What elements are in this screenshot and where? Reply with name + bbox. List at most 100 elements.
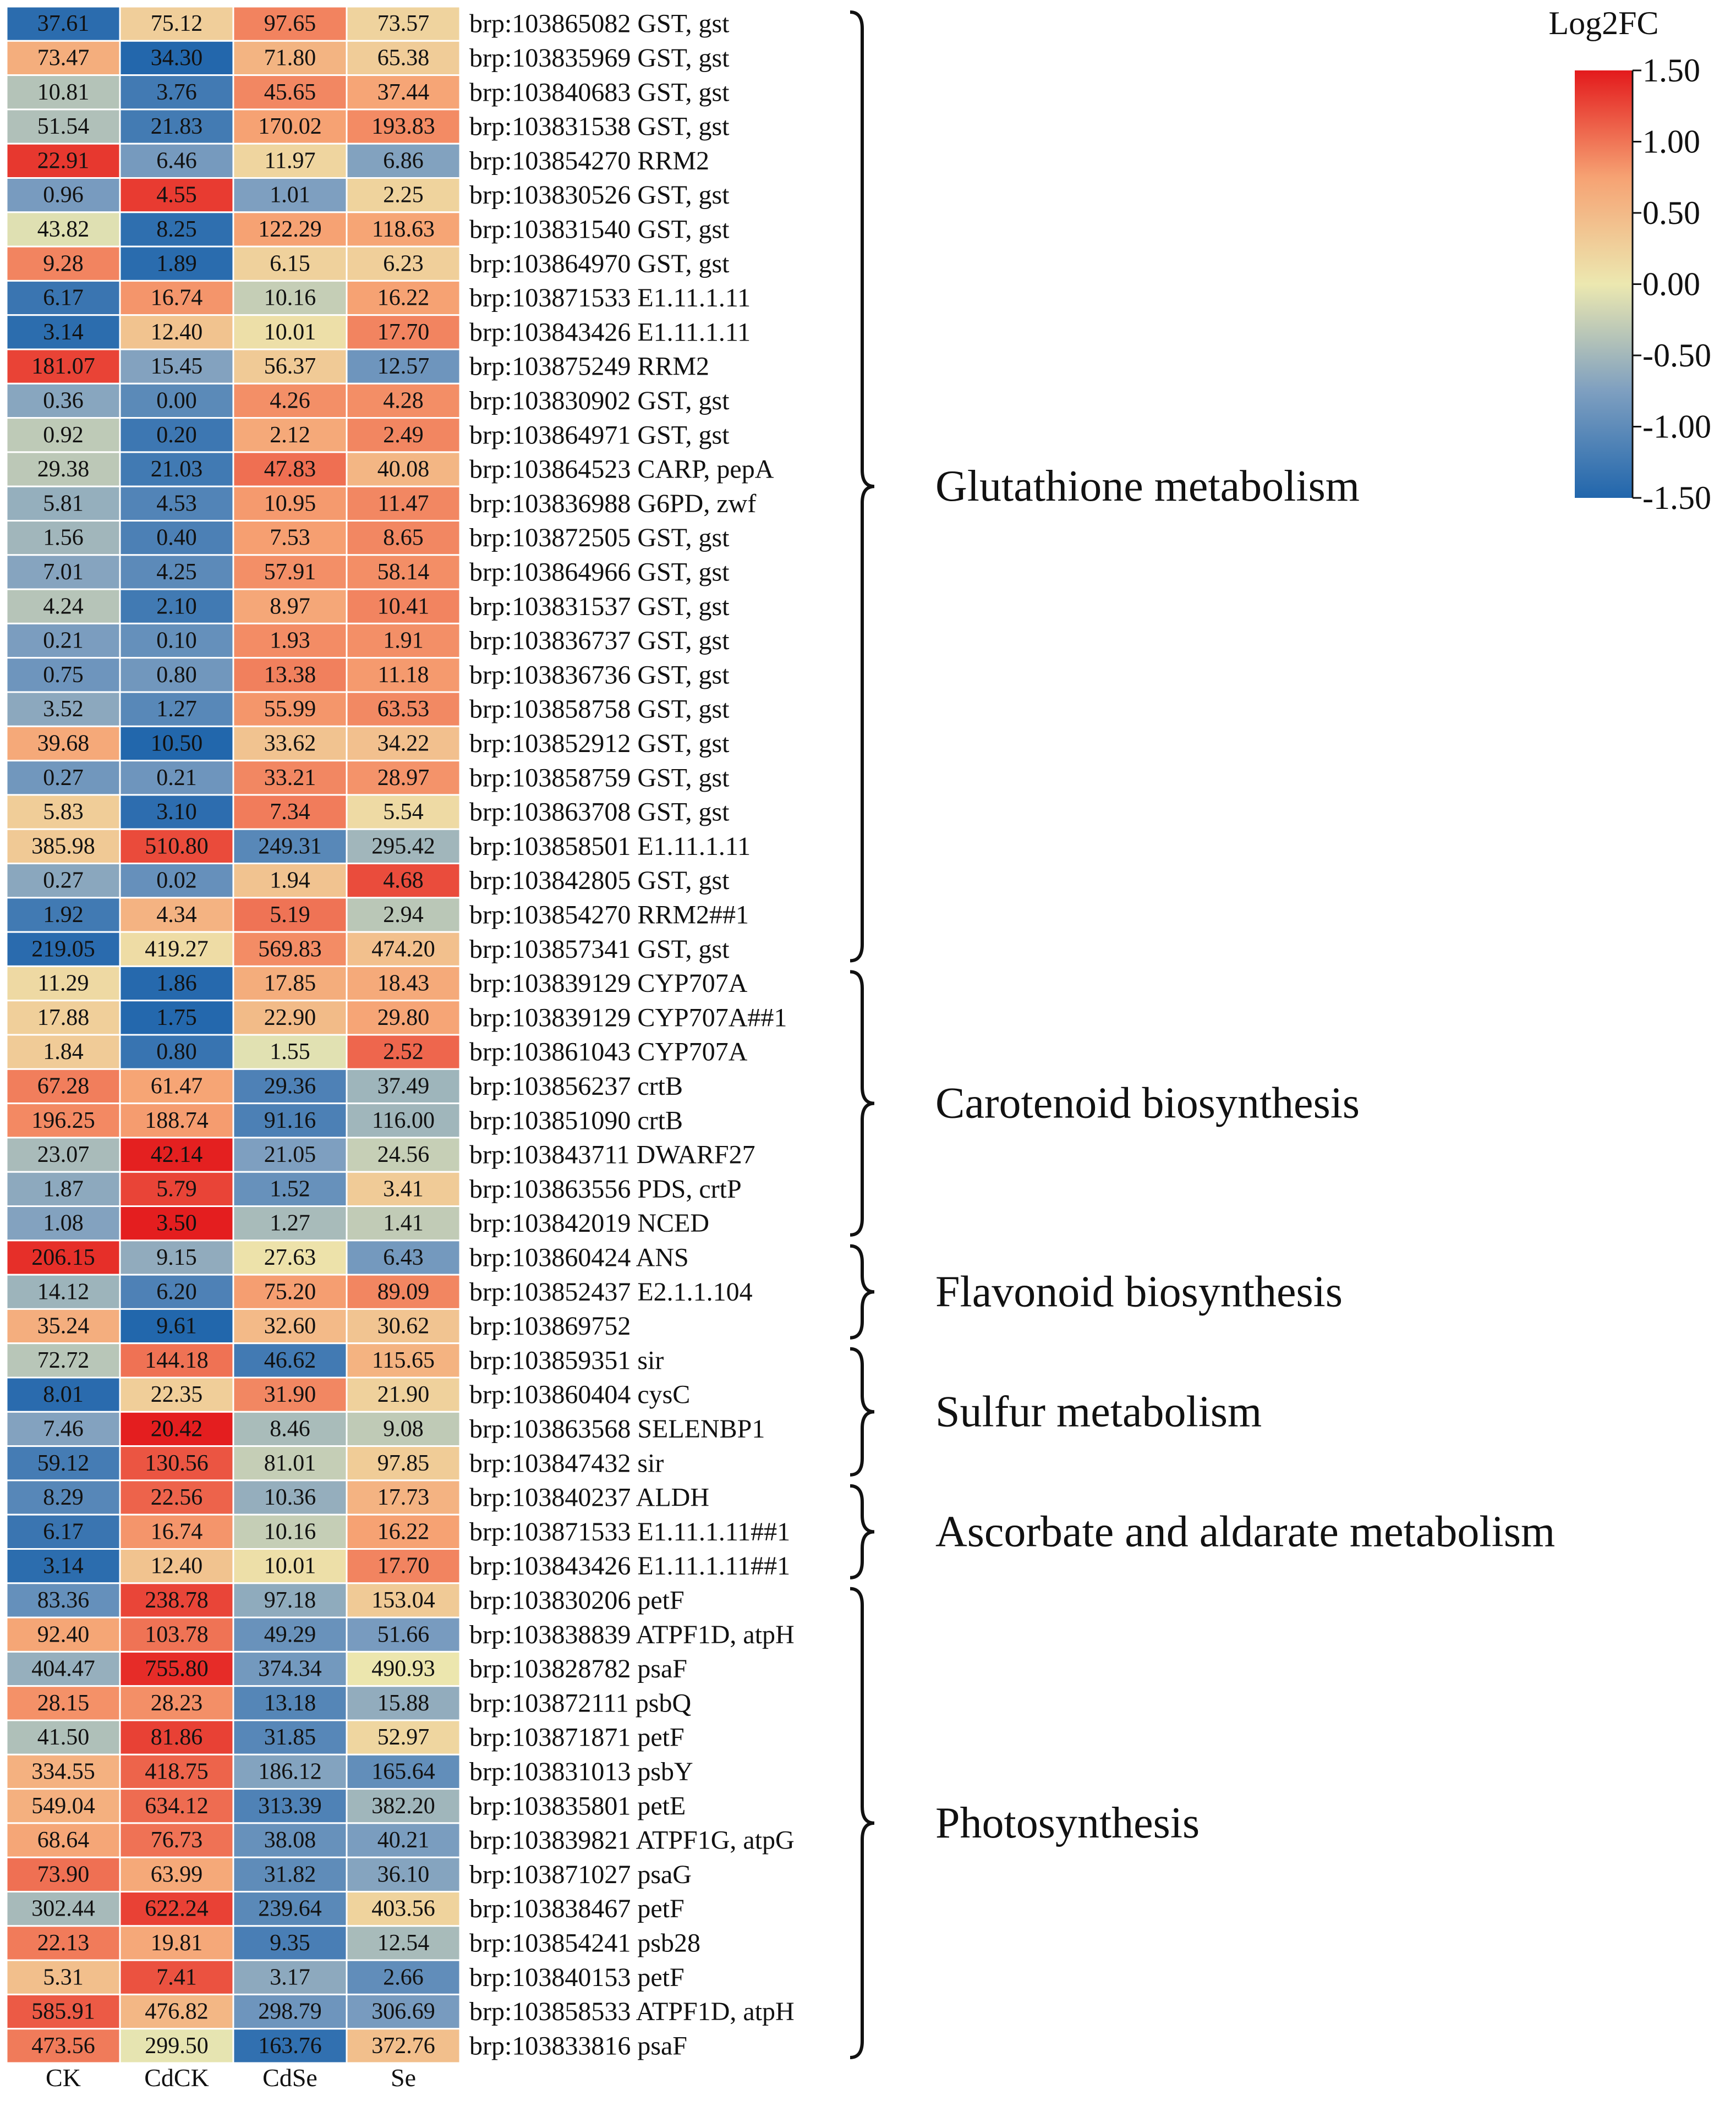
cell-value: 6.86 <box>383 148 424 173</box>
heatmap-cell <box>346 725 461 762</box>
cell-value: 302.44 <box>31 1896 95 1922</box>
cell-value: 31.90 <box>264 1382 316 1407</box>
heatmap-cell <box>346 1513 461 1550</box>
heatmap-cell <box>119 1068 234 1105</box>
cell-value: 403.56 <box>371 1896 435 1922</box>
group-brace <box>850 1484 875 1579</box>
cell-value: 0.02 <box>156 868 197 893</box>
cell-value: 10.41 <box>377 594 430 619</box>
cell-value: 1.86 <box>156 971 197 996</box>
cell-value: 299.50 <box>145 2033 209 2059</box>
cell-value: 298.79 <box>258 1999 322 2025</box>
row-label: brp:103854270 RRM2 <box>469 146 709 175</box>
row-label: brp:103871027 psaG <box>469 1860 692 1889</box>
cell-value: 313.39 <box>258 1793 322 1819</box>
row-label: brp:103875249 RRM2 <box>469 352 709 381</box>
row-label: brp:103836737 GST, gst <box>469 626 730 655</box>
heatmap-cell <box>6 897 121 933</box>
row-label: brp:103828782 psaF <box>469 1654 687 1683</box>
cell-value: 11.97 <box>265 148 316 173</box>
column-label: CdSe <box>262 2064 317 2092</box>
cell-value: 382.20 <box>371 1793 435 1819</box>
cell-value: 5.83 <box>43 799 84 825</box>
cell-value: 585.91 <box>31 1999 95 2025</box>
cell-value: 57.91 <box>264 559 316 585</box>
row-label: brp:103854241 psb28 <box>469 1928 700 1957</box>
row-label: brp:103842805 GST, gst <box>469 866 730 895</box>
row-label: brp:103864523 CARP, pepA <box>469 455 774 484</box>
cell-value: 15.88 <box>377 1691 430 1716</box>
cell-value: 153.04 <box>371 1588 435 1613</box>
colorbar-tick-label: 1.00 <box>1642 124 1700 160</box>
heatmap-cell <box>346 2028 461 2064</box>
cell-value: 196.25 <box>31 1108 95 1133</box>
pathway-label: Ascorbate and aldarate metabolism <box>935 1507 1555 1556</box>
row-label: brp:103847432 sir <box>469 1449 664 1478</box>
column-labels: CK CdCK CdSe Se <box>46 2064 416 2092</box>
cell-value: 295.42 <box>371 833 435 859</box>
cell-value: 130.56 <box>145 1451 209 1476</box>
row-label: brp:103833816 psaF <box>469 2031 687 2060</box>
cell-value: 7.01 <box>43 559 84 585</box>
heatmap-cell <box>232 1034 348 1070</box>
row-label: brp:103851090 crtB <box>469 1106 683 1135</box>
cell-value: 63.53 <box>377 696 430 722</box>
heatmap-cell <box>232 725 348 762</box>
cell-value: 334.55 <box>31 1759 95 1784</box>
cell-value: 24.56 <box>377 1142 430 1167</box>
heatmap-cell <box>119 1959 234 1995</box>
cell-value: 404.47 <box>31 1656 95 1682</box>
cell-value: 2.10 <box>156 594 197 619</box>
heatmap-cell <box>6 1856 121 1892</box>
heatmap-cell <box>119 1719 234 1756</box>
row-label: brp:103830902 GST, gst <box>469 386 730 415</box>
cell-value: 0.96 <box>43 183 84 208</box>
cell-value: 76.73 <box>151 1828 203 1853</box>
cell-value: 1.56 <box>43 525 84 551</box>
cell-value: 63.99 <box>151 1862 203 1887</box>
cell-value: 12.57 <box>377 354 430 379</box>
row-label: brp:103854270 RRM2##1 <box>469 900 749 929</box>
heatmap-cell <box>6 6 121 42</box>
row-label: brp:103838839 ATPF1D, atpH <box>469 1620 795 1649</box>
cell-value: 3.10 <box>156 799 197 825</box>
heatmap-cell <box>232 1582 348 1619</box>
heatmap-cell <box>119 691 234 727</box>
cell-value: 13.18 <box>264 1691 316 1716</box>
heatmap-cell <box>346 1959 461 1995</box>
row-label: brp:103843426 E1.11.1.11 <box>469 317 751 347</box>
cell-value: 65.38 <box>377 45 430 70</box>
cell-value: 622.24 <box>145 1896 209 1922</box>
cell-value: 61.47 <box>151 1073 203 1099</box>
column-label: Se <box>391 2064 416 2092</box>
row-label: brp:103840683 GST, gst <box>469 78 730 107</box>
cell-value: 12.40 <box>151 1554 203 1579</box>
cell-value: 2.12 <box>270 423 310 448</box>
heatmap-cell <box>232 451 348 487</box>
cell-value: 1.01 <box>270 183 310 208</box>
heatmap-cell <box>346 1205 461 1242</box>
cell-value: 7.34 <box>270 799 310 825</box>
cell-value: 1.52 <box>270 1176 310 1202</box>
heatmap-cell <box>346 1000 461 1036</box>
cell-value: 13.38 <box>264 662 316 688</box>
heatmap-cell <box>119 1650 234 1687</box>
cell-value: 36.10 <box>377 1862 430 1887</box>
cell-value: 39.68 <box>37 731 90 756</box>
cell-value: 7.53 <box>270 525 310 551</box>
cell-value: 5.31 <box>43 1965 84 1990</box>
heatmap-cell <box>119 1753 234 1790</box>
cell-value: 0.27 <box>43 868 84 893</box>
cell-value: 6.23 <box>383 251 424 276</box>
cell-value: 1.89 <box>156 251 197 276</box>
heatmap-cell <box>6 245 121 282</box>
heatmap-cell <box>346 6 461 42</box>
group-brace <box>850 1347 875 1477</box>
heatmap-cell <box>346 1788 461 1824</box>
cell-value: 59.12 <box>37 1451 90 1476</box>
colorbar-tick-label: 1.50 <box>1642 52 1700 89</box>
cell-value: 2.66 <box>383 1965 424 1990</box>
cell-value: 10.50 <box>151 731 203 756</box>
heatmap-cell <box>232 794 348 830</box>
heatmap-cells: 37.61 75.12 97.65 73.57 73.47 34.30 71.80 65.38… <box>6 6 461 2064</box>
